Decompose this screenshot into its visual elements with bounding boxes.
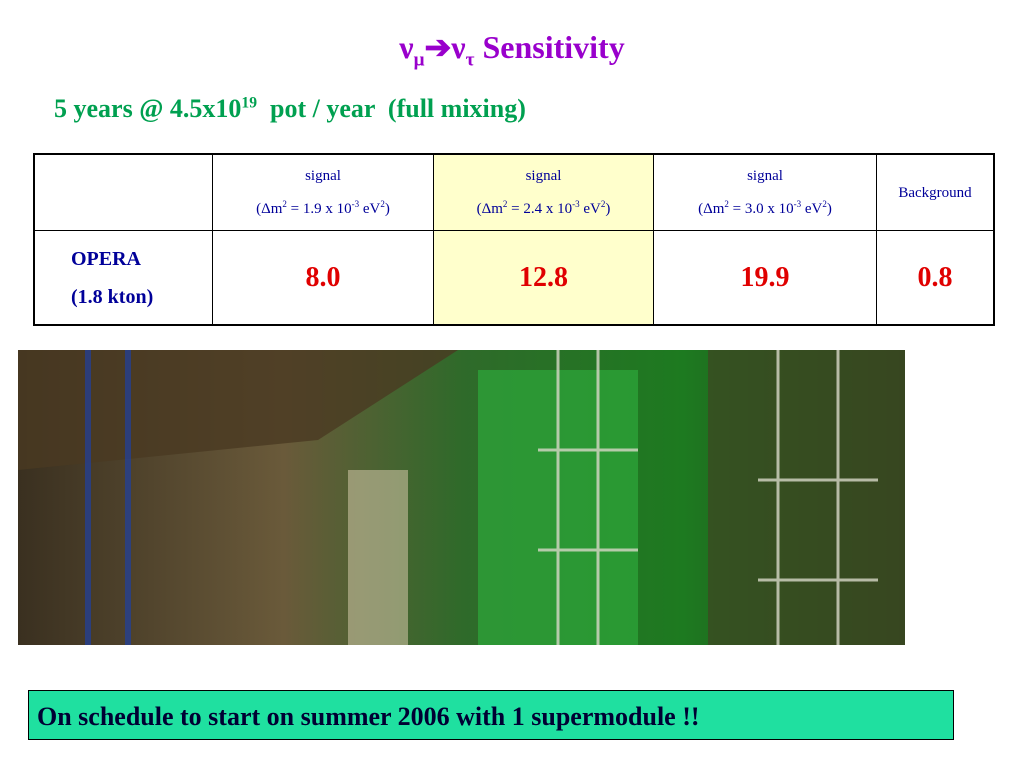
header-part: 2 <box>822 199 827 209</box>
header-cell: signal (Δm2 = 1.9 x 10-3 eV2) <box>212 153 434 231</box>
header-line: (Δm2 = 1.9 x 10-3 eV2) <box>213 190 433 223</box>
header-part: ) <box>605 201 611 217</box>
header-part: -3 <box>351 199 360 209</box>
header-part: = 2.4 x 10 <box>507 201 573 217</box>
header-part: 2 <box>724 199 729 209</box>
cell <box>33 153 213 231</box>
footer-box: On schedule to start on summer 2006 with… <box>28 690 954 740</box>
title-part: ν <box>399 29 414 65</box>
header-part: = 3.0 x 10 <box>728 201 794 217</box>
header-part: eV <box>801 201 823 217</box>
header-cell: signal (Δm2 = 3.0 x 10-3 eV2) <box>653 153 877 231</box>
data-row: OPERA (1.8 kton) 8.0 12.8 19.9 0.8 <box>33 230 995 326</box>
header-part: signal <box>305 168 341 184</box>
header-line: (Δm2 = 3.0 x 10-3 eV2) <box>654 190 876 223</box>
title-part: τ <box>465 49 475 71</box>
subtitle-part: 5 years @ 4.5x10 <box>54 94 242 123</box>
header-line: signal <box>213 162 433 190</box>
header-part: signal <box>747 168 783 184</box>
header-part: signal <box>525 168 562 184</box>
title: νμ➔ντ Sensitivity <box>0 28 1024 71</box>
subtitle: 5 years @ 4.5x1019 pot / year (full mixi… <box>54 94 526 124</box>
photo <box>18 350 905 645</box>
header-part: = 1.9 x 10 <box>286 201 352 217</box>
value-cell: 8.0 <box>212 230 434 326</box>
subtitle-part: 19 <box>241 94 257 112</box>
header-part: 2 <box>502 199 508 209</box>
subtitle-part: pot / year (full mixing) <box>269 94 526 123</box>
header-part: eV <box>359 201 381 217</box>
header-part: ) <box>826 201 832 217</box>
row-name: OPERA <box>71 247 141 270</box>
header-line: signal <box>654 162 876 190</box>
header-row: signal (Δm2 = 1.9 x 10-3 eV2) signal (Δm2 … <box>33 153 995 231</box>
title-part: ν <box>451 29 466 65</box>
table: signal (Δm2 = 1.9 x 10-3 eV2) signal (Δm2 … <box>33 153 995 326</box>
header-part: -3 <box>793 199 802 209</box>
value-cell: 0.8 <box>876 230 995 326</box>
header-part: 2 <box>380 199 385 209</box>
header-line: signal <box>434 162 653 190</box>
header-part: -3 <box>572 199 580 209</box>
header-cell: Background <box>876 153 995 231</box>
header-part: (Δm <box>476 201 503 217</box>
header-part: (Δm <box>698 201 725 217</box>
header-line: (Δm2 = 2.4 x 10-3 eV2) <box>434 190 653 223</box>
header-cell: signal (Δm2 = 2.4 x 10-3 eV2) <box>433 153 654 231</box>
header-part: (Δm <box>256 201 283 217</box>
title-part: Sensitivity <box>482 29 625 65</box>
header-part: 2 <box>282 199 287 209</box>
header-part: 2 <box>600 199 606 209</box>
header-part: ) <box>384 201 390 217</box>
row-detail: (1.8 kton) <box>71 285 154 308</box>
row-label: OPERA (1.8 kton) <box>33 230 213 326</box>
header-label: Background <box>898 184 972 201</box>
title-part: μ <box>413 49 425 71</box>
value-cell: 19.9 <box>653 230 877 326</box>
value-cell: 12.8 <box>433 230 654 326</box>
header-part: eV <box>579 201 601 217</box>
title-part: ➔ <box>424 29 452 65</box>
